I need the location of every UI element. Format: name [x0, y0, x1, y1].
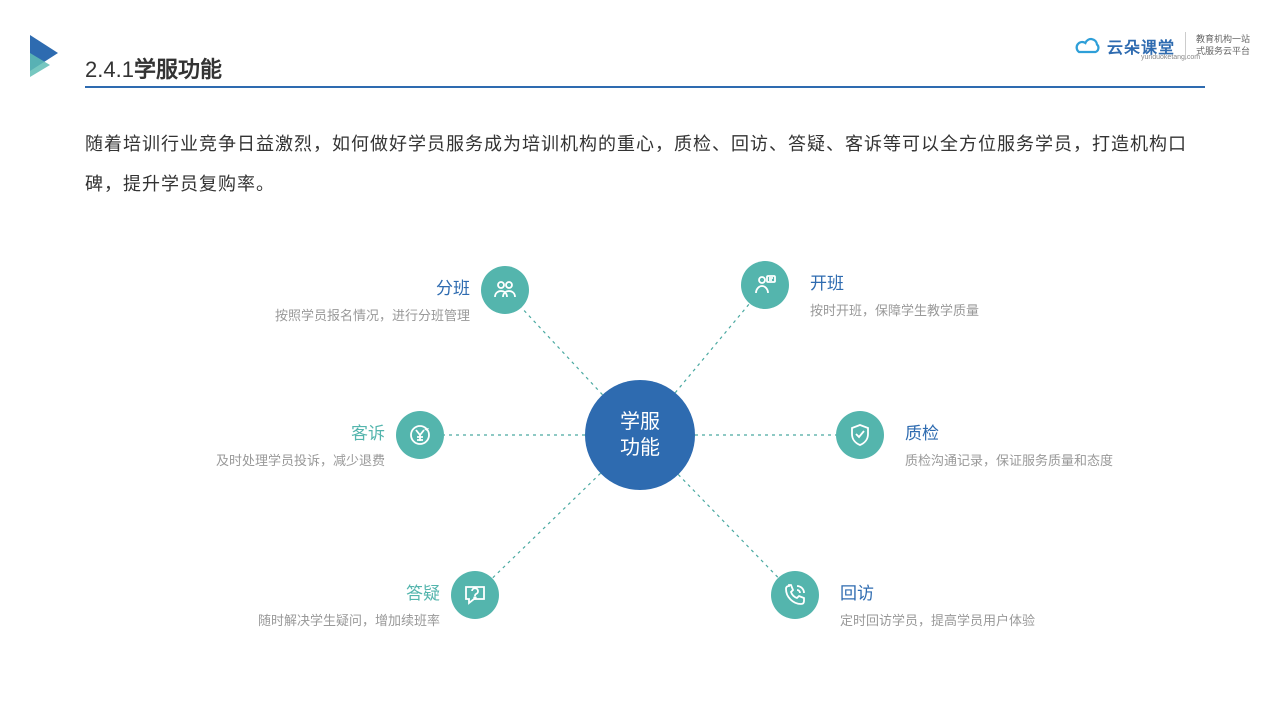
cloud-icon: [1073, 35, 1103, 57]
triangle-secondary-icon: [30, 53, 50, 77]
node-kaiban: [741, 261, 789, 309]
node-title: 质检: [905, 419, 1113, 444]
node-desc: 按时开班，保障学生教学质量: [810, 300, 979, 319]
section-number: 2.4.1: [85, 57, 134, 82]
node-desc: 按照学员报名情况，进行分班管理: [275, 305, 470, 324]
node-label-dayi: 答疑随时解决学生疑问，增加续班率: [258, 579, 440, 629]
node-title: 回访: [840, 579, 1035, 604]
node-label-fenban: 分班按照学员报名情况，进行分班管理: [275, 274, 470, 324]
node-kesu: [396, 411, 444, 459]
logo-url: yunduoketang.com: [1141, 54, 1200, 61]
center-hub: 学服功能: [585, 380, 695, 490]
node-desc: 及时处理学员投诉，减少退费: [216, 450, 385, 469]
node-title: 分班: [275, 274, 470, 299]
section-title: 2.4.1学服功能: [85, 52, 222, 84]
node-label-huifang: 回访定时回访学员，提高学员用户体验: [840, 579, 1035, 629]
radial-diagram: 学服功能 分班按照学员报名情况，进行分班管理客诉及时处理学员投诉，减少退费答疑随时…: [0, 230, 1280, 690]
node-desc: 质检沟通记录，保证服务质量和态度: [905, 450, 1113, 469]
logo-tagline: 教育机构一站 式服务云平台: [1196, 34, 1250, 57]
node-label-kaiban: 开班按时开班，保障学生教学质量: [810, 269, 979, 319]
person-board-icon: [752, 272, 778, 298]
node-desc: 定时回访学员，提高学员用户体验: [840, 610, 1035, 629]
node-title: 客诉: [216, 419, 385, 444]
question-bubble-icon: [462, 582, 488, 608]
shield-check-icon: [847, 422, 873, 448]
node-title: 答疑: [258, 579, 440, 604]
node-title: 开班: [810, 269, 979, 294]
slide-root: 2.4.1学服功能 云朵课堂 yunduoketang.com 教育机构一站 式…: [0, 0, 1280, 720]
yen-refresh-icon: [407, 422, 433, 448]
group-icon: [492, 277, 518, 303]
brand-logo: 云朵课堂 yunduoketang.com 教育机构一站 式服务云平台: [1073, 32, 1250, 60]
node-zhijian: [836, 411, 884, 459]
node-huifang: [771, 571, 819, 619]
title-underline: [85, 86, 1205, 88]
node-label-kesu: 客诉及时处理学员投诉，减少退费: [216, 419, 385, 469]
section-name: 学服功能: [134, 57, 222, 82]
node-desc: 随时解决学生疑问，增加续班率: [258, 610, 440, 629]
node-dayi: [451, 571, 499, 619]
node-fenban: [481, 266, 529, 314]
node-label-zhijian: 质检质检沟通记录，保证服务质量和态度: [905, 419, 1113, 469]
intro-paragraph: 随着培训行业竞争日益激烈，如何做好学员服务成为培训机构的重心，质检、回访、答疑、…: [85, 125, 1195, 204]
phone-icon: [782, 582, 808, 608]
